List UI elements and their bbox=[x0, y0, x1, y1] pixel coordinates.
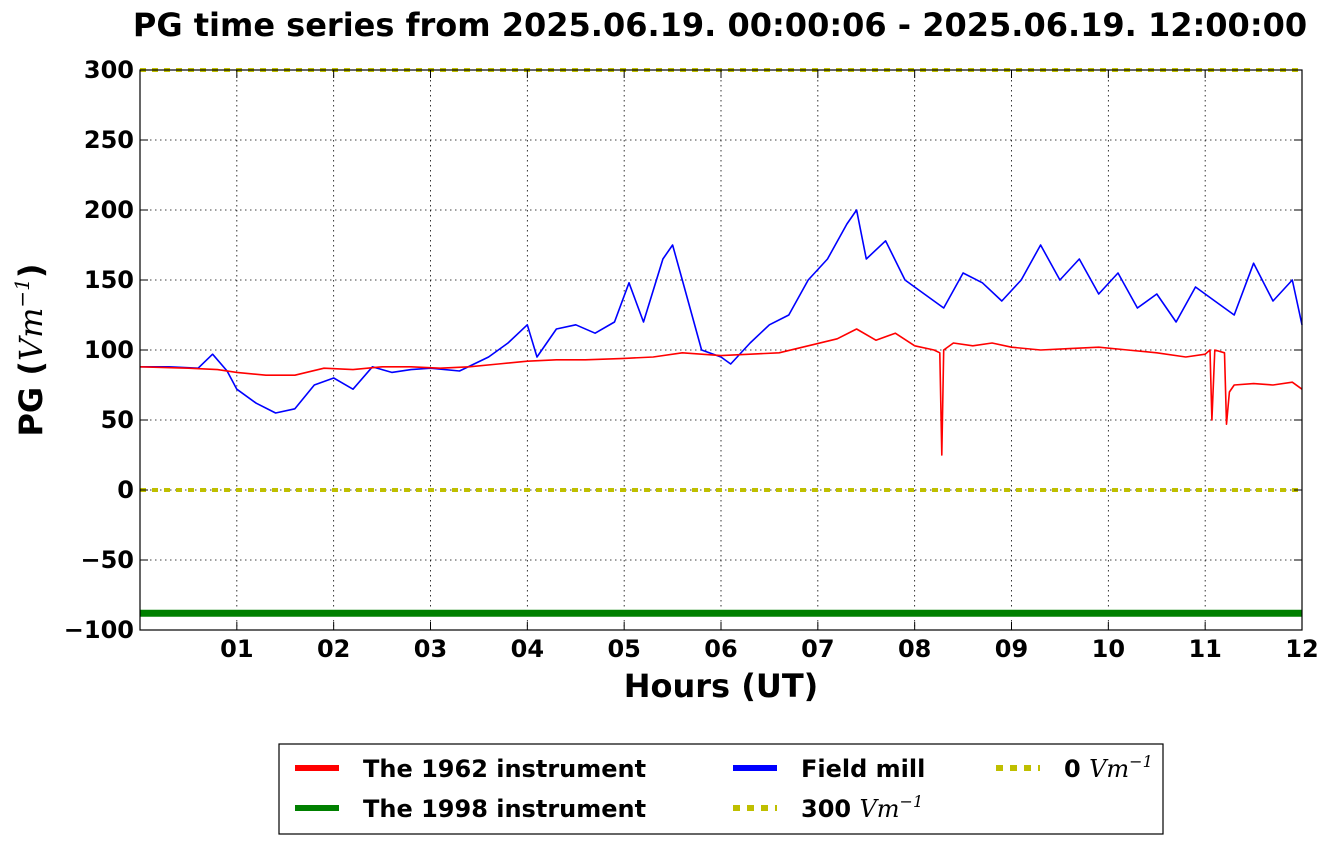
tick-labels: 01 02 03 04 05 06 07 08 09 10 11 12 300 250 200 150 100 5… bbox=[64, 56, 1319, 663]
legend-items: The 1962 instrument The 1998 instrument Fi… bbox=[295, 752, 1153, 823]
chart-title: PG time series from 2025.06.19. 00:00:06… bbox=[133, 6, 1307, 44]
y-tick-label: 0 bbox=[117, 476, 134, 504]
x-tick-label: 09 bbox=[995, 635, 1028, 663]
legend-label-0-vm: 0 Vm−1 bbox=[1064, 752, 1153, 783]
y-tick-label: 300 bbox=[84, 56, 134, 84]
tick-marks bbox=[140, 69, 1303, 631]
legend-label-the-1962-instrument: The 1962 instrument bbox=[363, 755, 646, 783]
legend: The 1962 instrument The 1998 instrument Fi… bbox=[278, 743, 1164, 835]
x-tick-label: 04 bbox=[511, 635, 544, 663]
x-tick-label: 01 bbox=[220, 635, 253, 663]
y-tick-label: 50 bbox=[101, 406, 134, 434]
legend-box bbox=[278, 743, 1164, 835]
x-tick-label: 07 bbox=[801, 635, 834, 663]
y-axis-label-exponent: −1 bbox=[10, 278, 34, 307]
y-tick-label: 200 bbox=[84, 196, 134, 224]
x-tick-label: 11 bbox=[1188, 635, 1221, 663]
x-tick-label: 06 bbox=[704, 635, 737, 663]
series-line-the-1962-instrument bbox=[139, 328, 1303, 456]
y-tick-label: 250 bbox=[84, 126, 134, 154]
x-tick-label: 02 bbox=[317, 635, 350, 663]
y-axis-label: PG (Vm−1) bbox=[10, 263, 50, 436]
y-axis-label-suffix: ) bbox=[12, 263, 50, 278]
x-tick-label: 08 bbox=[898, 635, 931, 663]
y-axis-label-prefix: PG ( bbox=[12, 361, 50, 436]
y-axis-label-unit: Vm bbox=[12, 308, 50, 361]
x-tick-label: 10 bbox=[1092, 635, 1125, 663]
y-tick-label: −50 bbox=[80, 546, 134, 574]
y-tick-label: 100 bbox=[84, 336, 134, 364]
x-tick-label: 12 bbox=[1285, 635, 1318, 663]
legend-label-the-1998-instrument: The 1998 instrument bbox=[363, 795, 646, 823]
y-tick-label: 150 bbox=[84, 266, 134, 294]
legend-label-300-vm: 300 Vm−1 bbox=[801, 792, 923, 823]
x-tick-label: 05 bbox=[607, 635, 640, 663]
series-line-field-mill bbox=[140, 209, 1303, 414]
x-axis-label: Hours (UT) bbox=[624, 667, 819, 705]
y-tick-label: −100 bbox=[64, 616, 134, 644]
legend-label-field-mill: Field mill bbox=[801, 755, 925, 783]
x-tick-label: 03 bbox=[414, 635, 447, 663]
